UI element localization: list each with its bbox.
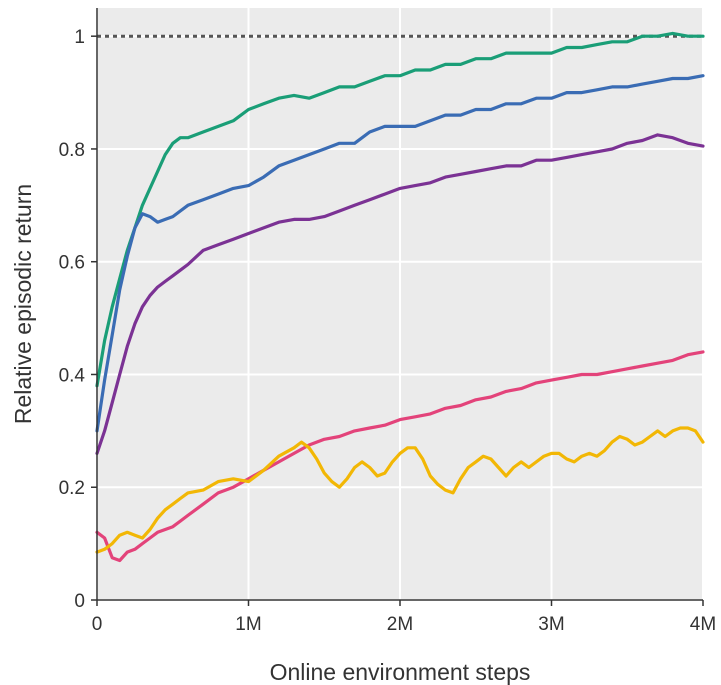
series-line-1	[95, 31, 705, 388]
y-tick-label: 0.8	[59, 140, 85, 161]
x-tick-label: 3M	[538, 614, 564, 635]
tick-labels: 0 1M 2M 3M 4M 0 0.2 0.4 0.6 0.8 1	[59, 27, 717, 635]
x-tick-label: 2M	[387, 614, 413, 635]
y-tick-label: 0.2	[59, 478, 85, 499]
y-tick-label: 0	[74, 591, 85, 612]
y-tick-label: 1	[74, 27, 85, 48]
y-axis-title: Relative episodic return	[10, 184, 36, 424]
x-axis-title: Online environment steps	[270, 659, 531, 685]
series-line-4	[95, 350, 705, 563]
y-tick-label: 0.4	[59, 365, 86, 386]
series-lines	[95, 31, 705, 563]
x-tick-label: 1M	[235, 614, 261, 635]
x-tick-label: 0	[92, 614, 103, 635]
y-tick-label: 0.6	[59, 253, 85, 274]
series-line-5	[95, 426, 705, 554]
x-tick-label: 4M	[690, 614, 716, 635]
series-line-3	[95, 133, 705, 455]
series-line-2	[95, 74, 705, 433]
